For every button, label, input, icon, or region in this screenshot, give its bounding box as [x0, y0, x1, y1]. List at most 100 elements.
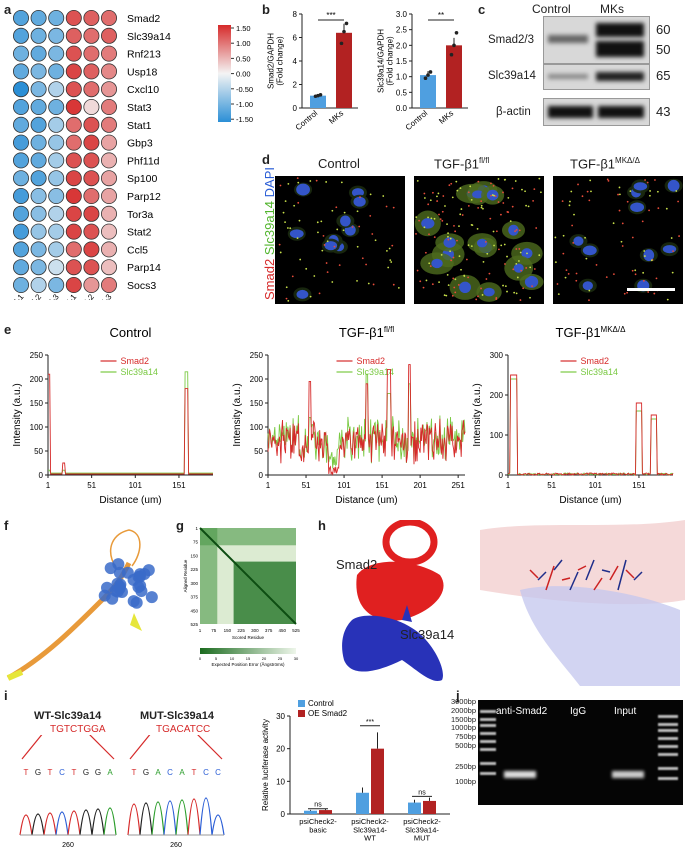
- puncta: [515, 248, 518, 250]
- puncta: [497, 201, 500, 203]
- heatmap-cell: [101, 170, 118, 187]
- puncta: [513, 291, 516, 294]
- gene-label: Slc39a14: [127, 31, 171, 43]
- nucleus: [340, 215, 351, 227]
- pae-diagonal: [199, 527, 297, 625]
- ladder-band: [658, 715, 678, 718]
- nucleus: [582, 245, 597, 256]
- x-axis-label: Distance (um): [99, 495, 161, 506]
- data-point: [339, 41, 344, 46]
- puncta: [437, 192, 440, 195]
- puncta: [649, 190, 651, 192]
- puncta: [331, 209, 334, 212]
- puncta: [589, 179, 592, 182]
- base-call: T: [24, 768, 29, 777]
- puncta: [351, 226, 354, 228]
- puncta: [458, 225, 460, 228]
- puncta: [595, 264, 598, 266]
- y-tick-label: 30: [276, 712, 285, 721]
- legend-swatch: [298, 710, 305, 717]
- puncta: [424, 251, 427, 254]
- y-axis-label: Slc39a14/GAPDH(Fold change): [377, 29, 395, 93]
- heatmap-cell: [30, 27, 47, 44]
- heatmap-cell: [48, 81, 65, 98]
- puncta: [325, 262, 328, 264]
- puncta: [540, 191, 542, 194]
- x-tick-label: Control: [404, 108, 430, 132]
- puncta: [369, 193, 372, 196]
- nucleus: [573, 236, 584, 246]
- pae-x-label: Scored Residue: [232, 635, 265, 640]
- slc39a14-surface: [342, 615, 443, 681]
- heatmap-cell: [12, 205, 29, 222]
- blot-band-slc39a14: [543, 64, 650, 90]
- heatmap-cell: [101, 187, 118, 204]
- heatmap-cell: [48, 241, 65, 258]
- puncta: [397, 286, 400, 289]
- heatmap-cell: [65, 223, 82, 240]
- puncta: [333, 245, 336, 248]
- trace-slc39a14: [507, 378, 674, 477]
- ladder-band: [658, 767, 678, 770]
- puncta: [623, 292, 626, 295]
- x-tick-label: 101: [589, 481, 603, 490]
- nucleus: [667, 179, 680, 192]
- ladder-band: [480, 718, 496, 721]
- puncta: [371, 233, 374, 235]
- heatmap-cell: [65, 170, 82, 187]
- puncta: [502, 202, 505, 204]
- puncta: [338, 264, 341, 267]
- title-sup: MKΔ/Δ: [601, 325, 627, 334]
- y-tick-label: 4: [293, 57, 298, 66]
- heatmap-cell: [30, 241, 47, 258]
- puncta: [556, 283, 559, 285]
- puncta: [323, 244, 326, 246]
- y-axis-label: Relative luciferase activity: [261, 719, 270, 811]
- puncta: [573, 213, 575, 216]
- ladder-band: [480, 772, 496, 775]
- puncta: [428, 233, 430, 236]
- base-call: A: [179, 768, 185, 777]
- x-tick-label: 51: [302, 481, 311, 490]
- ladder-band: [658, 737, 678, 740]
- helix-end: [6, 669, 24, 681]
- data-point: [423, 76, 428, 81]
- heatmap-cell: [65, 81, 82, 98]
- heatmap-cell: [12, 99, 29, 116]
- y-tick-label: 0: [499, 471, 504, 480]
- pae-y-tick: 150: [190, 553, 198, 558]
- heatmap-panel: Smad2 Slc39a14 Rnf213 Usp18 Cxcl10 Stat3 Stat1…: [0, 9, 171, 300]
- puncta: [495, 297, 498, 299]
- heatmap-cell: [30, 63, 47, 80]
- puncta: [320, 220, 323, 223]
- legend-label: Smad2: [357, 356, 386, 366]
- smad2-surface: [356, 561, 444, 621]
- puncta: [318, 292, 321, 295]
- puncta: [286, 227, 289, 229]
- x-label-line2: basic: [309, 825, 327, 834]
- y-tick-label: 50: [34, 447, 43, 456]
- domain-blob: [130, 596, 143, 609]
- heatmap-cell: [101, 9, 118, 26]
- puncta: [385, 205, 388, 208]
- puncta: [356, 210, 359, 213]
- nucleus: [324, 241, 338, 251]
- panel-label-j: j: [456, 688, 460, 703]
- x-axis-label: Distance (um): [559, 495, 621, 506]
- heatmap-cell: [48, 223, 65, 240]
- puncta: [433, 217, 436, 220]
- colorbar-tick-label: 1.50: [236, 25, 251, 33]
- gene-label: Stat3: [127, 102, 152, 114]
- puncta: [456, 239, 458, 242]
- x-tick-label: 251: [451, 481, 465, 490]
- base-call: C: [167, 768, 173, 777]
- blot-label-bactin: β-actin: [496, 106, 531, 118]
- gene-label: Sp100: [127, 173, 158, 185]
- puncta: [527, 205, 530, 208]
- panel-label-e: e: [4, 322, 12, 337]
- y-axis-label: Smad2/GAPDH(Fold change): [267, 33, 285, 89]
- puncta: [447, 235, 449, 238]
- nucleus: [524, 275, 539, 288]
- y-tick-label: 2.0: [396, 41, 408, 50]
- heatmap-cell: [65, 99, 82, 116]
